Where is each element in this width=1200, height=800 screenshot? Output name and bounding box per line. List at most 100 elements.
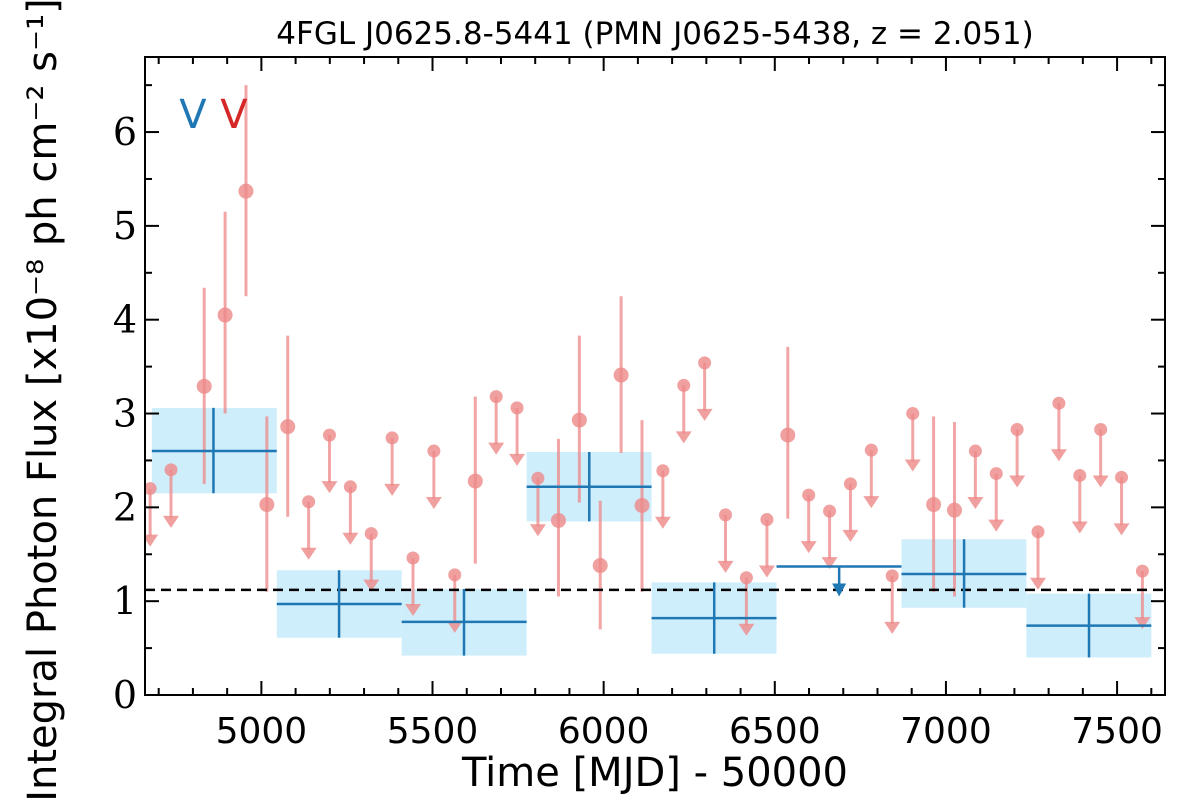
short-bin-upper-limit-arrow xyxy=(1050,449,1067,462)
short-bin-upper-limit-arrow xyxy=(696,408,713,421)
short-bin-upper-limit-point xyxy=(1031,525,1045,539)
short-bin-upper-limit-point xyxy=(343,480,357,494)
flare-marker: V xyxy=(220,92,248,138)
short-bin-upper-limit-arrow xyxy=(446,620,463,633)
short-bin-point xyxy=(467,473,483,489)
x-tick-label: 6500 xyxy=(729,711,821,752)
short-bin-upper-limit-arrow xyxy=(1030,577,1047,590)
short-bin-upper-limit-arrow xyxy=(1113,523,1130,536)
short-bin-upper-limit-arrow xyxy=(863,496,880,509)
short-bin-upper-limit-point xyxy=(1052,396,1066,410)
short-bin-upper-limit-point xyxy=(698,356,712,370)
short-bin-upper-limit-arrow xyxy=(163,515,180,528)
short-bin-upper-limit-arrow xyxy=(842,529,859,542)
short-bin-upper-limit-point xyxy=(656,464,670,478)
short-bin-upper-limit-arrow xyxy=(488,442,505,455)
short-bin-upper-limit-point xyxy=(1010,422,1024,436)
short-bin-upper-limit-arrow xyxy=(1134,617,1151,630)
short-bin-upper-limit-arrow xyxy=(1071,521,1088,534)
short-bin-point xyxy=(946,502,962,518)
short-bin-upper-limit-point xyxy=(364,527,378,541)
short-bin-point xyxy=(196,378,212,394)
short-bin-upper-limit-point xyxy=(864,443,878,457)
short-bin-upper-limit-point xyxy=(823,504,837,518)
short-bin-upper-limit-point xyxy=(885,569,899,583)
short-bin-upper-limit-point xyxy=(989,467,1003,481)
short-bin-upper-limit-arrow xyxy=(800,541,817,554)
short-bin-upper-limit-point xyxy=(1073,468,1087,482)
short-bin-upper-limit-arrow xyxy=(884,621,901,634)
short-bin-upper-limit-point xyxy=(302,495,316,509)
short-bin-upper-limit-arrow xyxy=(654,516,671,529)
short-bin-upper-limit-arrow xyxy=(1092,475,1109,488)
short-bin-upper-limit-point xyxy=(448,568,462,582)
y-tick-label: 0 xyxy=(113,673,137,717)
short-bin-upper-limit-point xyxy=(1115,470,1129,484)
y-tick-label: 4 xyxy=(113,298,137,342)
short-bin-upper-limit-arrow xyxy=(904,459,921,472)
x-tick-label: 7500 xyxy=(1071,711,1163,752)
short-bin-point xyxy=(926,497,942,513)
short-bin-upper-limit-point xyxy=(385,431,399,445)
x-tick-label: 7000 xyxy=(900,711,992,752)
short-bin-point xyxy=(217,307,233,323)
short-bin-upper-limit-arrow xyxy=(342,532,359,545)
y-axis-label: Integral Photon Flux [x10⁻⁸ ph cm⁻² s⁻¹] xyxy=(20,0,66,800)
short-bin-upper-limit-point xyxy=(802,488,816,502)
short-bin-upper-limit-arrow xyxy=(509,453,526,466)
short-bin-upper-limit-point xyxy=(760,513,774,527)
short-bin-upper-limit-arrow xyxy=(363,579,380,592)
short-bin-upper-limit-point xyxy=(968,444,982,458)
short-bin-upper-limit-point xyxy=(906,407,920,421)
short-bin-upper-limit-arrow xyxy=(425,497,442,510)
plot-frame xyxy=(144,56,1166,696)
short-bin-upper-limit-point xyxy=(145,482,157,496)
short-bin-upper-limit-arrow xyxy=(758,565,775,578)
x-axis-label: Time [MJD] - 50000 xyxy=(461,750,848,796)
short-bin-upper-limit-point xyxy=(322,428,336,442)
short-bin-upper-limit-point xyxy=(510,401,524,415)
short-bin-upper-limit-point xyxy=(427,444,441,458)
short-bin-upper-limit-arrow xyxy=(384,483,401,496)
short-bin-upper-limit-arrow xyxy=(1009,475,1026,488)
short-bin-point xyxy=(613,367,629,383)
y-tick-label: 1 xyxy=(113,579,137,623)
short-bin-upper-limit-point xyxy=(739,571,753,585)
short-bin-upper-limit-arrow xyxy=(321,481,338,494)
y-tick-label: 3 xyxy=(113,392,137,436)
short-bin-upper-limit-arrow xyxy=(675,431,692,444)
short-bin-upper-limit-arrow xyxy=(717,560,734,573)
short-bin-upper-limit-arrow xyxy=(405,604,422,617)
x-tick-label: 5500 xyxy=(387,711,479,752)
short-bin-upper-limit-arrow xyxy=(145,534,159,547)
y-tick-label: 2 xyxy=(113,485,137,529)
short-bin-upper-limit-arrow xyxy=(821,557,838,570)
short-bin-upper-limit-point xyxy=(531,471,545,485)
y-tick-label: 5 xyxy=(113,204,137,248)
short-bin-point xyxy=(780,427,796,443)
short-bin-point xyxy=(634,497,650,513)
short-bin-upper-limit-point xyxy=(489,390,503,404)
short-bin-upper-limit-point xyxy=(1094,422,1108,436)
short-bin-upper-limit-point xyxy=(164,463,178,477)
short-bin-upper-limit-arrow xyxy=(988,519,1005,532)
short-bin-point xyxy=(238,183,254,199)
flare-marker: V xyxy=(179,92,207,138)
short-bin-upper-limit-arrow xyxy=(300,547,317,560)
short-bin-upper-limit-point xyxy=(719,508,733,522)
short-bin-point xyxy=(280,419,296,435)
short-bin-upper-limit-point xyxy=(1135,564,1149,578)
short-bin-upper-limit-arrow xyxy=(529,524,546,537)
short-bin-point xyxy=(259,497,275,513)
short-bin-upper-limit-point xyxy=(406,551,420,565)
axes: 5000 5500 6000 6500 7000 7500 0 1 2 3 4 5 6 xyxy=(113,56,1166,752)
x-tick-label: 6000 xyxy=(558,711,650,752)
short-bin-upper-limit-arrow xyxy=(967,497,984,510)
x-tick-label: 5000 xyxy=(216,711,308,752)
short-bin-point xyxy=(550,512,566,528)
long-bin-upper-limit-arrow xyxy=(832,583,847,597)
short-bin-point xyxy=(592,558,608,574)
chart-title: 4FGL J0625.8-5441 (PMN J0625-5438, z = 2… xyxy=(276,16,1033,52)
y-tick-label: 6 xyxy=(113,110,137,154)
